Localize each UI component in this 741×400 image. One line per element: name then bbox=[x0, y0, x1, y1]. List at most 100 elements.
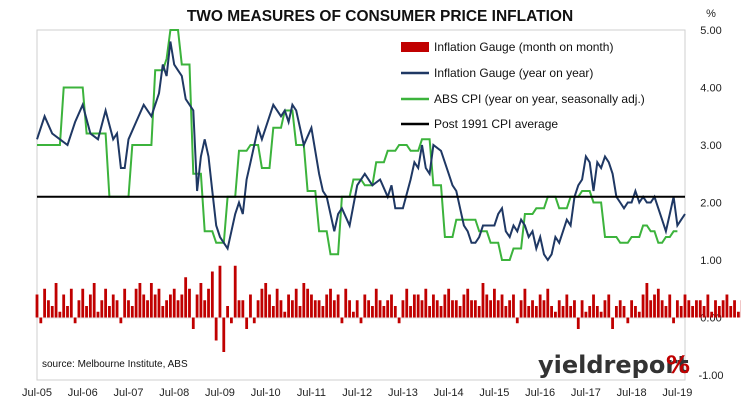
bar-mom bbox=[466, 288, 470, 318]
x-tick-label: Jul-19 bbox=[662, 387, 692, 399]
bar-mom bbox=[614, 306, 618, 318]
bar-mom bbox=[512, 294, 515, 318]
x-tick-label: Jul-06 bbox=[68, 387, 98, 399]
bar-mom bbox=[210, 271, 214, 318]
y-tick-label: 4.00 bbox=[700, 83, 721, 95]
bar-mom bbox=[252, 317, 256, 324]
bar-mom bbox=[149, 283, 153, 318]
bar-mom bbox=[382, 306, 386, 318]
bar-mom bbox=[717, 306, 721, 318]
bar-mom bbox=[714, 300, 717, 318]
bar-mom bbox=[218, 265, 222, 318]
bar-mom bbox=[58, 311, 62, 318]
bar-mom bbox=[351, 311, 355, 318]
brand-logo: yieldreport % bbox=[538, 351, 690, 379]
bar-mom bbox=[119, 317, 123, 324]
bar-mom bbox=[580, 300, 584, 318]
bar-mom bbox=[405, 288, 409, 318]
bar-mom bbox=[241, 300, 245, 318]
bar-mom bbox=[66, 306, 69, 318]
bar-mom bbox=[675, 300, 679, 318]
y-tick-label: 1.00 bbox=[700, 255, 721, 267]
x-tick-label: Jul-15 bbox=[479, 387, 509, 399]
bar-mom bbox=[634, 306, 637, 318]
bar-mom bbox=[169, 294, 172, 318]
svg-text:yieldreport: yieldreport bbox=[538, 351, 689, 379]
bar-mom bbox=[142, 294, 146, 318]
y-tick-label: 3.00 bbox=[700, 140, 721, 152]
bar-mom bbox=[500, 294, 504, 318]
bar-mom bbox=[271, 306, 275, 318]
bar-mom bbox=[96, 311, 100, 318]
bar-mom bbox=[108, 306, 111, 318]
source-note: source: Melbourne Institute, ABS bbox=[42, 359, 188, 370]
bar-mom bbox=[47, 300, 50, 318]
bar-mom bbox=[374, 288, 378, 318]
bar-mom bbox=[424, 288, 428, 318]
bar-mom bbox=[191, 317, 195, 329]
x-tick-label: Jul-17 bbox=[571, 387, 601, 399]
bar-mom bbox=[637, 311, 641, 318]
bar-mom bbox=[565, 294, 569, 318]
bar-mom bbox=[702, 306, 706, 318]
bar-mom bbox=[416, 294, 420, 318]
x-tick-label: Jul-05 bbox=[22, 387, 52, 399]
bar-mom bbox=[664, 306, 668, 318]
bar-mom bbox=[473, 300, 477, 318]
bar-mom bbox=[230, 317, 233, 324]
x-tick-label: Jul-12 bbox=[342, 387, 372, 399]
bar-mom bbox=[576, 317, 580, 329]
bar-mom bbox=[736, 311, 740, 318]
bar-mom bbox=[77, 300, 81, 318]
bar-mom bbox=[439, 306, 443, 318]
bar-mom bbox=[43, 288, 47, 318]
bar-mom bbox=[302, 283, 306, 318]
bar-mom bbox=[542, 300, 546, 318]
legend-item-average: Post 1991 CPI average bbox=[401, 117, 558, 131]
bar-mom bbox=[54, 283, 58, 318]
bar-mom bbox=[611, 317, 614, 329]
bar-mom bbox=[325, 294, 329, 318]
bar-mom bbox=[39, 317, 43, 324]
bar-mom bbox=[134, 288, 138, 318]
bar-mom bbox=[725, 294, 729, 318]
bar-mom bbox=[451, 300, 454, 318]
bar-mom bbox=[214, 317, 218, 341]
bar-mom bbox=[237, 300, 241, 318]
bar-mom bbox=[275, 288, 279, 318]
bar-mom bbox=[355, 300, 359, 318]
bar-mom bbox=[88, 294, 92, 318]
bar-mom bbox=[454, 300, 458, 318]
bar-mom bbox=[115, 300, 119, 318]
y-axis-ticks: 5.004.003.002.001.000.00-1.00 bbox=[698, 25, 723, 382]
bar-mom bbox=[172, 288, 176, 318]
legend-label-average: Post 1991 CPI average bbox=[434, 117, 558, 131]
bar-mom bbox=[649, 300, 653, 318]
bar-mom bbox=[294, 288, 298, 318]
bar-mom bbox=[336, 294, 340, 318]
bar-mom bbox=[660, 300, 664, 318]
bar-mom bbox=[256, 300, 260, 318]
bar-mom bbox=[599, 311, 603, 318]
bar-mom bbox=[317, 300, 321, 318]
bar-mom bbox=[561, 306, 565, 318]
bar-mom bbox=[538, 294, 542, 318]
bar-mom bbox=[618, 300, 622, 318]
bar-mom bbox=[523, 288, 527, 318]
x-tick-label: Jul-08 bbox=[159, 387, 189, 399]
y-tick-label: 2.00 bbox=[700, 198, 721, 210]
bar-mom bbox=[515, 317, 519, 324]
x-tick-label: Jul-16 bbox=[525, 387, 555, 399]
bar-mom bbox=[287, 294, 290, 318]
bar-mom bbox=[435, 300, 439, 318]
legend-item-gauge: Inflation Gauge (year on year) bbox=[401, 66, 593, 80]
bar-mom bbox=[527, 306, 531, 318]
bar-mom bbox=[226, 306, 229, 318]
bar-mom bbox=[443, 294, 447, 318]
bar-mom bbox=[127, 300, 130, 318]
bar-mom bbox=[222, 317, 226, 352]
bar-mom bbox=[378, 300, 382, 318]
bar-mom bbox=[62, 294, 66, 318]
bar-mom bbox=[420, 300, 424, 318]
bar-mom bbox=[401, 300, 405, 318]
